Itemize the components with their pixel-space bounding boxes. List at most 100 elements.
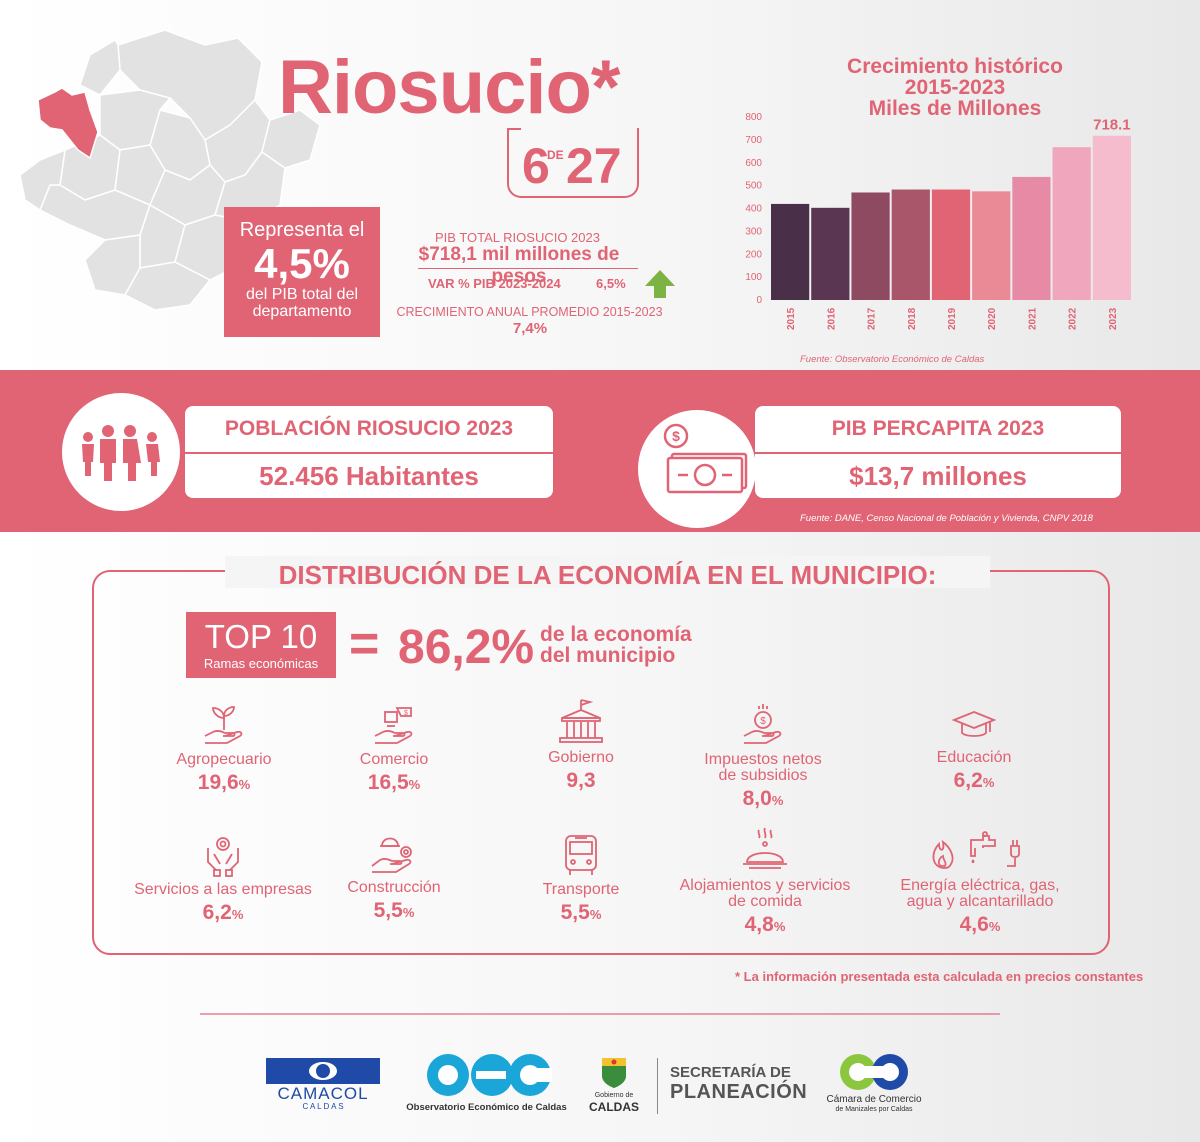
camacol-sub: C A L D A S bbox=[302, 1102, 344, 1111]
money-icon: $ bbox=[663, 423, 748, 494]
x-tick-label: 2017 bbox=[867, 307, 878, 330]
y-tick-label: 700 bbox=[745, 135, 762, 146]
sector-value: 4,6 bbox=[959, 913, 989, 936]
bar bbox=[1092, 135, 1131, 300]
family-icon bbox=[82, 425, 160, 481]
camara-line2: de Manizales por Caldas bbox=[835, 1106, 913, 1113]
y-tick-label: 200 bbox=[745, 249, 762, 260]
sector-comercio: $ Comercio 16,5% bbox=[304, 700, 484, 795]
sector-unit: % bbox=[231, 907, 244, 922]
share-value: 4,5% bbox=[254, 240, 350, 287]
sector-alojamientos: Alojamientos y servicios de comida 4,8% bbox=[665, 826, 865, 937]
gobierno-bottom: CALDAS bbox=[589, 1100, 639, 1114]
sector-name: Gobierno bbox=[548, 749, 614, 766]
chart-title-line: 2015-2023 bbox=[904, 76, 1006, 99]
chart-source: Fuente: Observatorio Económico de Caldas bbox=[800, 354, 985, 365]
bus-icon bbox=[491, 830, 671, 878]
rank-position: 6 bbox=[522, 138, 550, 194]
sector-name: Servicios a las empresas bbox=[134, 881, 312, 898]
footer-divider bbox=[200, 1013, 1000, 1015]
sector-name: Transporte bbox=[542, 881, 620, 898]
sector-unit: % bbox=[589, 907, 602, 922]
government-building-icon bbox=[491, 698, 671, 746]
logo-divider bbox=[657, 1058, 658, 1114]
sector-name-line: Energía eléctrica, gas, bbox=[900, 877, 1060, 894]
gobierno-caldas-logo: Gobierno de CALDAS bbox=[582, 1056, 646, 1116]
utilities-icon bbox=[870, 826, 1090, 874]
sector-servicios-empresas: Servicios a las empresas 6,2% bbox=[123, 830, 323, 925]
sector-name: Comercio bbox=[359, 751, 429, 768]
share-line4: departamento bbox=[252, 303, 352, 320]
pib-total-label: PIB TOTAL RIOSUCIO 2023 bbox=[435, 230, 600, 245]
x-tick-label: 2016 bbox=[826, 307, 837, 330]
y-tick-label: 300 bbox=[745, 226, 762, 237]
sector-unit: % bbox=[238, 777, 251, 792]
sector-impuestos: $ Impuestos netos de subsidios 8,0% bbox=[673, 700, 853, 811]
top10-description: de la economía del municipio bbox=[540, 624, 692, 666]
sector-name-line: de comida bbox=[728, 893, 802, 910]
oec-logo: Observatorio Económico de Caldas bbox=[404, 1052, 569, 1118]
commerce-icon: $ bbox=[304, 700, 484, 748]
percapita-card: PIB PERCAPITA 2023 $13,7 millones bbox=[755, 406, 1121, 498]
svg-text:$: $ bbox=[672, 428, 680, 444]
x-tick-label: 2015 bbox=[786, 307, 797, 330]
bar bbox=[972, 191, 1011, 300]
percapita-circle: $ bbox=[638, 410, 756, 528]
x-tick-label: 2019 bbox=[947, 307, 958, 330]
sector-name: Agropecuario bbox=[176, 751, 272, 768]
equals-sign: = bbox=[349, 615, 380, 673]
svg-text:$: $ bbox=[760, 716, 766, 727]
sector-gobierno: Gobierno 9,3 bbox=[491, 698, 671, 793]
sector-value: 6,2 bbox=[202, 901, 232, 924]
sector-name: Construcción bbox=[347, 879, 441, 896]
pib-total-value: $718,1 mil millones de pesos bbox=[418, 244, 620, 287]
y-tick-label: 600 bbox=[745, 158, 762, 169]
sector-value: 5,5 bbox=[560, 901, 590, 924]
camacol-logo: CAMACOL C A L D A S bbox=[266, 1058, 380, 1114]
tax-coin-hand-icon: $ bbox=[673, 700, 853, 748]
population-card: POBLACIÓN RIOSUCIO 2023 52.456 Habitante… bbox=[185, 406, 553, 498]
sector-name-line: Impuestos netos bbox=[704, 751, 822, 768]
y-tick-label: 800 bbox=[745, 112, 762, 123]
top10-percent: 86,2% bbox=[398, 621, 535, 674]
footnote: * La información presentada esta calcula… bbox=[735, 969, 1144, 984]
x-tick-label: 2020 bbox=[987, 307, 998, 330]
svg-text:$: $ bbox=[404, 710, 408, 717]
rank-connector: DE bbox=[547, 148, 564, 162]
share-line3: del PIB total del bbox=[245, 286, 359, 303]
food-cloche-icon bbox=[665, 826, 865, 874]
chart-title-line: Crecimiento histórico bbox=[847, 55, 1063, 78]
bar bbox=[891, 189, 930, 300]
sector-value: 8,0 bbox=[742, 787, 772, 810]
percapita-value: $13,7 millones bbox=[849, 460, 1027, 491]
chart-title: Crecimiento histórico 2015-2023 Miles de… bbox=[790, 56, 1120, 119]
population-circle bbox=[62, 393, 180, 511]
population-header: POBLACIÓN RIOSUCIO 2023 bbox=[185, 406, 553, 454]
camacol-name: CAMACOL bbox=[277, 1084, 369, 1103]
sector-unit: % bbox=[402, 905, 415, 920]
divider bbox=[418, 268, 638, 269]
municipality-title: Riosucio* bbox=[278, 45, 620, 130]
department-map bbox=[19, 29, 321, 311]
bar bbox=[1012, 176, 1051, 300]
y-tick-label: 0 bbox=[756, 295, 762, 306]
sector-agropecuario: Agropecuario 19,6% bbox=[134, 700, 314, 795]
secretaria-line1: SECRETARÍA DE bbox=[670, 1064, 791, 1081]
bar bbox=[851, 192, 890, 300]
sector-value: 16,5 bbox=[367, 771, 409, 794]
sector-unit: % bbox=[988, 919, 1001, 934]
camara-mark bbox=[840, 1054, 908, 1090]
sector-name: Educación bbox=[936, 749, 1012, 766]
riosucio-highlight bbox=[37, 87, 99, 160]
sector-transporte: Transporte 5,5% bbox=[491, 830, 671, 925]
sector-value: 4,8 bbox=[744, 913, 774, 936]
percapita-header: PIB PERCAPITA 2023 bbox=[755, 406, 1121, 454]
sector-unit: % bbox=[771, 793, 784, 808]
title-backdrop bbox=[225, 556, 990, 588]
sector-value: 19,6 bbox=[197, 771, 239, 794]
growth-label: CRECIMIENTO ANUAL PROMEDIO 2015-2023 bbox=[396, 305, 663, 319]
graduation-cap-icon bbox=[884, 698, 1064, 746]
y-tick-label: 100 bbox=[745, 272, 762, 283]
top10-sub: Ramas económicas bbox=[203, 656, 319, 671]
sector-name-line: Alojamientos y servicios bbox=[679, 877, 851, 894]
